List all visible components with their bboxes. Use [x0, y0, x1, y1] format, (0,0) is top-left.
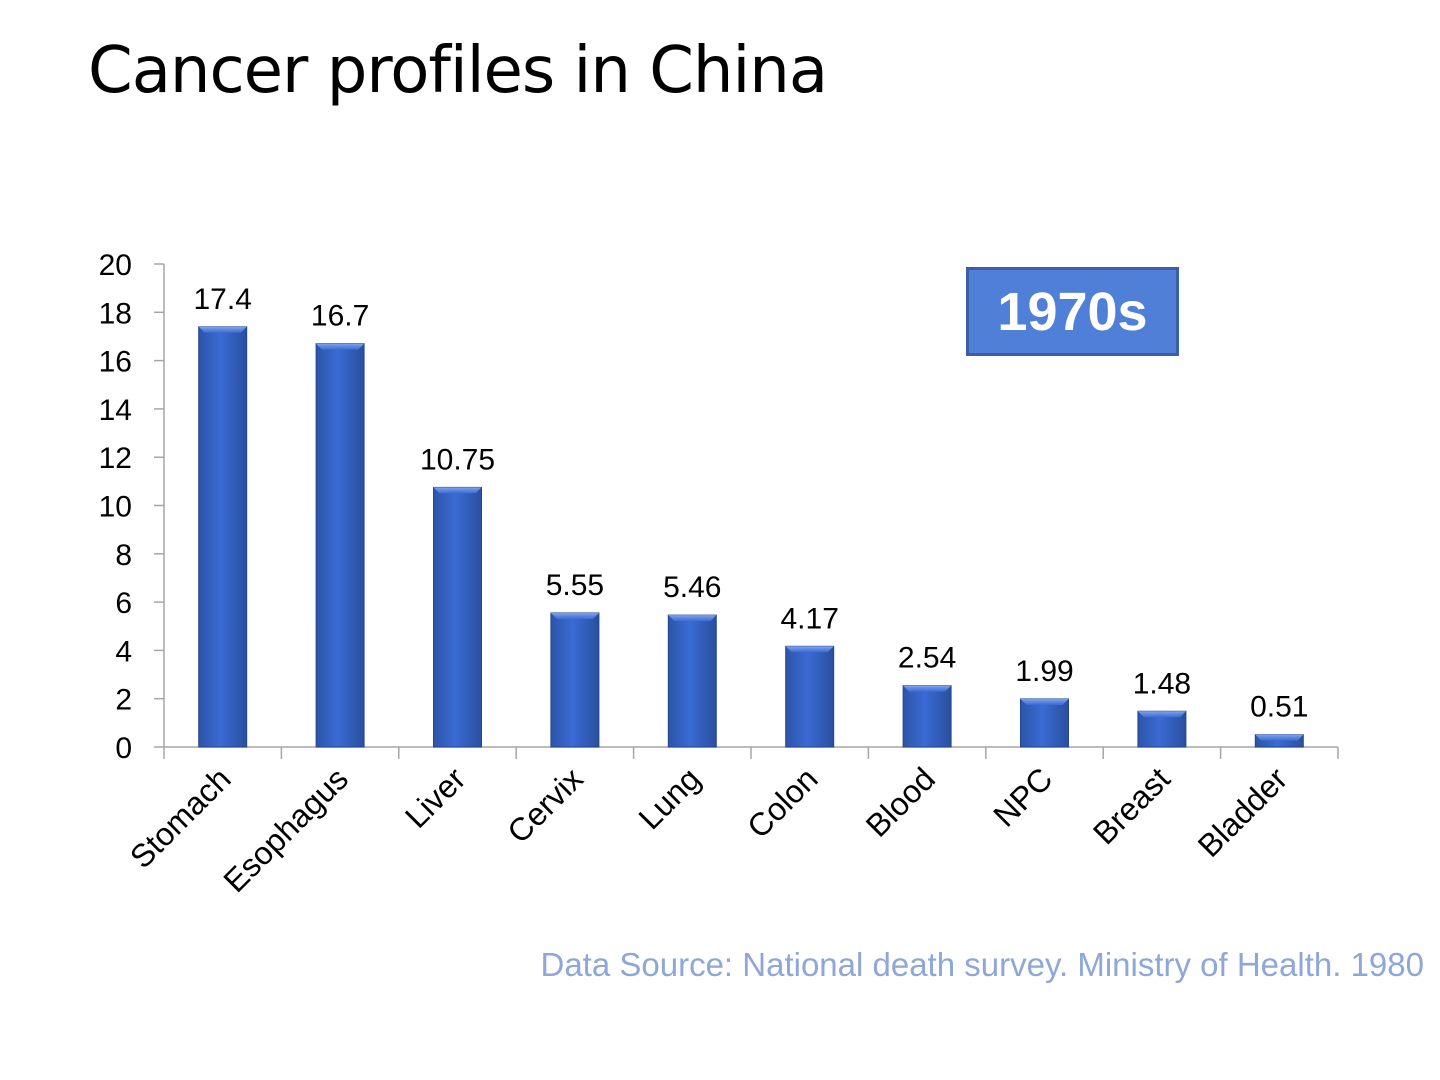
x-axis: [163, 746, 1339, 759]
bar-esophagus: [315, 343, 365, 748]
bar-bevel: [198, 326, 247, 333]
bar: [902, 685, 952, 748]
bar: [198, 326, 248, 748]
era-badge: 1970s: [966, 267, 1179, 356]
bar: [667, 614, 717, 748]
data-label: 17.4: [194, 283, 252, 316]
y-tick-label: 12: [99, 442, 132, 475]
data-source-note: Data Source: National death survey. Mini…: [540, 946, 1424, 983]
bar-breast: [1137, 710, 1187, 748]
data-label: 5.46: [663, 571, 721, 604]
bar-bevel: [550, 612, 599, 619]
y-tick-label: 20: [99, 249, 132, 282]
category-label: Stomach: [123, 760, 238, 875]
data-label: 0.51: [1250, 691, 1308, 724]
bar-stomach: [198, 326, 248, 748]
bar-cervix: [550, 612, 600, 748]
category-label: Bladder: [1191, 760, 1295, 864]
category-label: Blood: [859, 760, 942, 843]
data-labels: 17.4 16.7 10.75 5.55 5.46 4.17 2.54 1.99 1.48 0.5…: [194, 283, 1309, 724]
category-label: Cervix: [500, 760, 590, 850]
bar-bevel: [1020, 698, 1069, 705]
bar: [315, 343, 365, 748]
y-tick-label: 0: [115, 732, 132, 765]
y-tick-label: 18: [99, 297, 132, 330]
bar-bladder: [1254, 734, 1304, 748]
y-tick-label: 8: [115, 539, 132, 572]
y-tick-label: 16: [99, 346, 132, 379]
bars: [198, 326, 1304, 748]
category-label: Liver: [398, 760, 473, 835]
data-label: 1.48: [1133, 667, 1191, 700]
bar-blood: [902, 685, 952, 748]
y-tick-label: 14: [99, 394, 132, 427]
bar-bevel: [433, 487, 482, 494]
data-label: 10.75: [420, 443, 495, 476]
bar: [550, 612, 600, 748]
data-label: 5.55: [546, 569, 604, 602]
bar: [433, 486, 482, 748]
bar-bevel: [785, 646, 834, 653]
data-label: 2.54: [898, 642, 956, 675]
bar: [1020, 698, 1069, 748]
bar-bevel: [1137, 711, 1186, 718]
data-label: 4.17: [781, 602, 839, 635]
y-tick-label: 4: [115, 635, 132, 668]
slide-title: Cancer profiles in China: [88, 34, 828, 108]
data-label: 1.99: [1015, 655, 1073, 688]
category-label: Breast: [1086, 760, 1177, 851]
bar-bevel: [903, 685, 952, 692]
y-axis: 0 2 4 6 8 10 12 14 16 18 20: [99, 249, 165, 765]
data-label: 16.7: [311, 300, 369, 333]
category-label: Lung: [631, 760, 707, 836]
y-tick-label: 2: [115, 684, 132, 717]
y-tick-label: 6: [115, 587, 132, 620]
bar: [785, 645, 835, 748]
bar-liver: [433, 486, 482, 748]
bar-bevel: [668, 615, 717, 622]
category-label: Colon: [740, 760, 825, 845]
category-label: NPC: [986, 760, 1059, 833]
bar-bevel: [316, 343, 365, 350]
y-tick-label: 10: [99, 491, 132, 524]
bar-lung: [667, 614, 717, 748]
category-label: Esophagus: [216, 760, 355, 899]
bar-bevel: [1255, 734, 1304, 741]
bar-colon: [785, 645, 835, 748]
bar-npc: [1020, 698, 1069, 748]
